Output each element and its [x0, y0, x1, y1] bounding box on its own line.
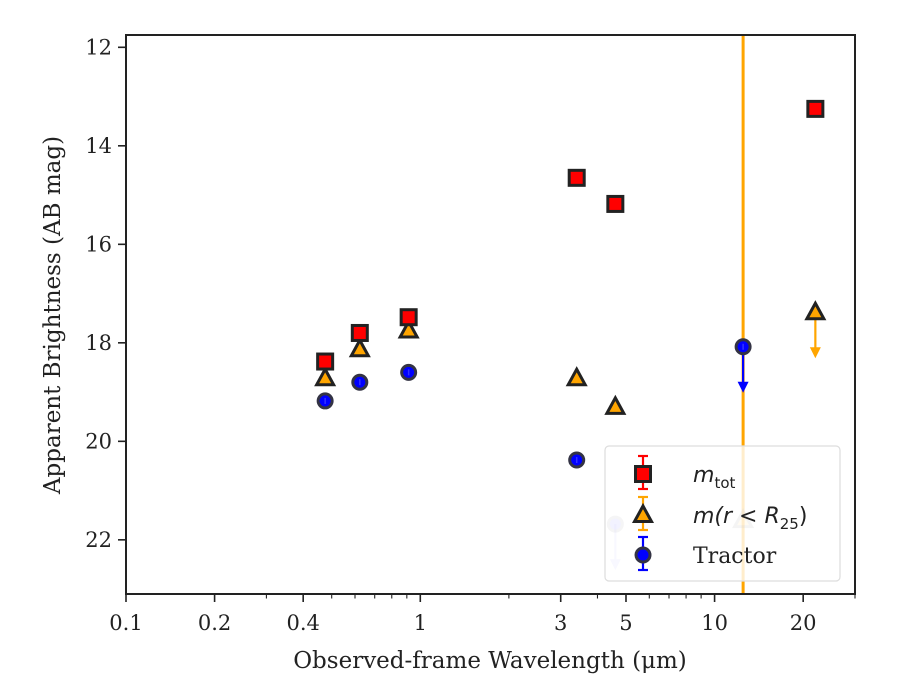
mr25-point: [314, 366, 337, 387]
y-tick-label: 16: [85, 232, 112, 256]
mr25-point: [804, 300, 827, 321]
mtot-point: [316, 352, 335, 371]
y-tick-label: 12: [85, 35, 112, 59]
x-tick-label: 20: [790, 611, 817, 635]
mtot-point: [806, 99, 825, 118]
y-tick-label: 14: [85, 134, 112, 158]
x-tick-label: 0.4: [286, 611, 319, 635]
legend: mtot m(r < R25) Tractor: [604, 445, 841, 582]
x-tick-label: 0.1: [109, 611, 142, 635]
legend-marker-mr25: [631, 502, 655, 523]
y-tick-label: 20: [85, 429, 112, 453]
mtot-point: [350, 323, 369, 342]
y-tick-label: 22: [85, 528, 112, 552]
legend-label-mr25: m(r < R25): [693, 504, 807, 533]
legend-marker-tractor: [634, 546, 652, 564]
x-tick-label: 5: [619, 611, 632, 635]
legend-marker-mtot: [634, 465, 652, 483]
y-axis-label: Apparent Brightness (AB mag): [40, 136, 66, 495]
x-axis-label: Observed-frame Wavelength (μm): [293, 648, 687, 674]
y-tick-label: 18: [85, 331, 112, 355]
legend-label-mtot: mtot: [693, 463, 735, 492]
x-tick-label: 3: [554, 611, 567, 635]
mr25-point: [348, 337, 371, 358]
x-tick-label: 1: [414, 611, 427, 635]
mtot-point: [567, 168, 586, 187]
mr25-point: [604, 394, 627, 415]
legend-label-tractor: Tractor: [693, 544, 777, 569]
mtot-point: [606, 194, 625, 213]
mr25-point: [565, 366, 588, 387]
plot-frame: [125, 34, 856, 595]
legend-text-sub: 25: [780, 515, 799, 533]
legend-box: [604, 445, 841, 582]
legend-text-suffix: ): [799, 504, 808, 529]
x-tick-label: 0.2: [198, 611, 231, 635]
mr25-point: [397, 318, 420, 339]
legend-text-sub: tot: [714, 474, 735, 492]
legend-text-main: m(r < R: [693, 504, 780, 529]
x-axis-ticks: 0.1 0.2 0.4 1 3 5 10 20: [109, 594, 856, 635]
legend-text-main: m: [693, 463, 714, 488]
mtot-point: [399, 308, 418, 327]
legend-text-main: Tractor: [693, 544, 777, 569]
x-tick-label: 10: [701, 611, 728, 635]
y-axis-ticks: 12 14 16 18 20 22: [85, 35, 126, 552]
